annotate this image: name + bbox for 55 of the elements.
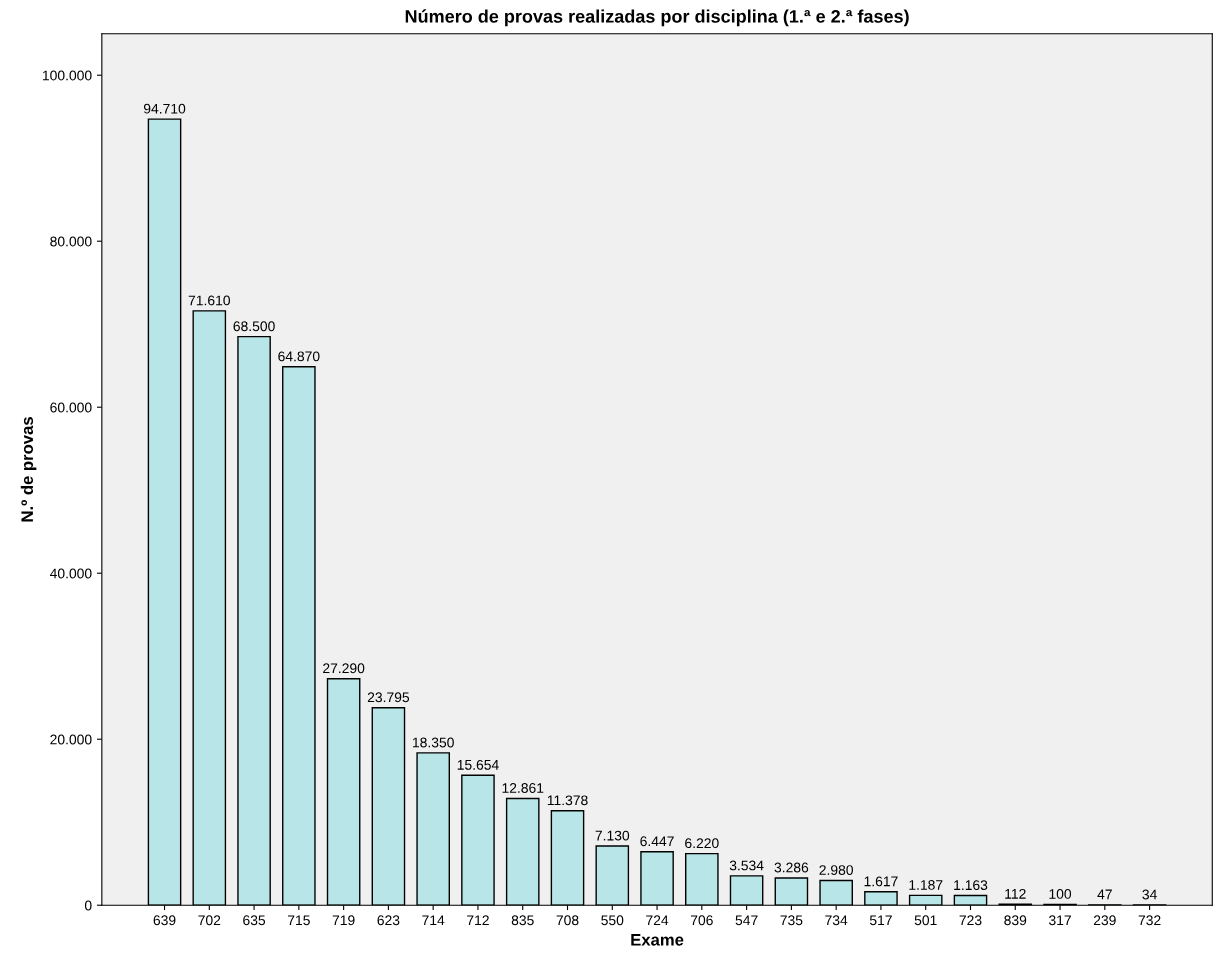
x-tick-label: 708 — [556, 915, 579, 926]
x-tick-label: 550 — [601, 915, 624, 926]
x-tick-label: 732 — [1138, 915, 1161, 926]
x-axis-title: Exame — [631, 934, 684, 946]
data-label: 64.870 — [278, 351, 320, 362]
x-tick-label: 714 — [422, 915, 445, 926]
x-tick-label: 639 — [153, 915, 176, 926]
data-label: 47 — [1097, 889, 1112, 900]
data-label: 94.710 — [143, 103, 186, 114]
x-tick-label: 723 — [959, 915, 982, 926]
data-label: 27.290 — [323, 663, 365, 674]
x-tick-label: 635 — [243, 915, 266, 926]
data-label: 18.350 — [413, 737, 454, 748]
chart-title: Número de provas realizadas por disciplina (1.ª e 2.ª fases) — [405, 9, 909, 27]
x-tick-label: 835 — [511, 915, 534, 926]
data-label: 6.447 — [640, 836, 674, 847]
x-tick-label: 706 — [690, 915, 713, 926]
y-tick-label: 20.000 — [50, 734, 92, 745]
data-label: 12.861 — [502, 783, 544, 793]
data-label: 34 — [1142, 889, 1157, 900]
y-tick-label: 0 — [84, 900, 92, 911]
x-tick-label: 715 — [287, 915, 310, 926]
data-label: 112 — [1005, 888, 1026, 899]
x-tick-label: 702 — [198, 915, 221, 926]
data-label: 68.500 — [233, 321, 275, 332]
x-tick-label: 517 — [869, 915, 892, 926]
data-label: 2.980 — [819, 865, 853, 875]
y-tick-label: 40.000 — [49, 568, 92, 579]
x-tick-label: 724 — [646, 915, 669, 926]
data-label: 6.220 — [685, 838, 719, 849]
x-tick-label: 734 — [825, 915, 848, 926]
x-tick-label: 735 — [780, 915, 803, 926]
data-label: 1.617 — [864, 876, 898, 887]
x-tick-label: 839 — [1004, 915, 1027, 926]
data-label: 3.534 — [729, 860, 764, 871]
x-tick-label: 239 — [1093, 915, 1116, 926]
data-label: 7.130 — [595, 830, 630, 841]
x-tick-label: 501 — [914, 915, 937, 926]
data-label: 23.795 — [367, 692, 410, 703]
x-tick-label: 719 — [332, 915, 355, 926]
data-label: 1.187 — [909, 880, 943, 890]
x-tick-label: 712 — [467, 915, 489, 926]
x-tick-label: 623 — [377, 915, 400, 926]
x-tick-label: 317 — [1048, 915, 1071, 926]
y-tick-label: 100.000 — [42, 70, 92, 81]
x-tick-label: 547 — [735, 915, 758, 926]
data-label: 1.163 — [954, 880, 988, 891]
y-axis-title: N.º de provas — [20, 417, 37, 522]
data-label: 3.286 — [774, 862, 809, 873]
data-label: 15.654 — [457, 759, 499, 770]
data-label: 11.378 — [547, 795, 588, 806]
data-label: 71.610 — [188, 295, 230, 306]
y-tick-label: 80.000 — [50, 236, 92, 247]
data-label: 100 — [1049, 889, 1072, 899]
y-tick-label: 60.000 — [50, 402, 92, 413]
